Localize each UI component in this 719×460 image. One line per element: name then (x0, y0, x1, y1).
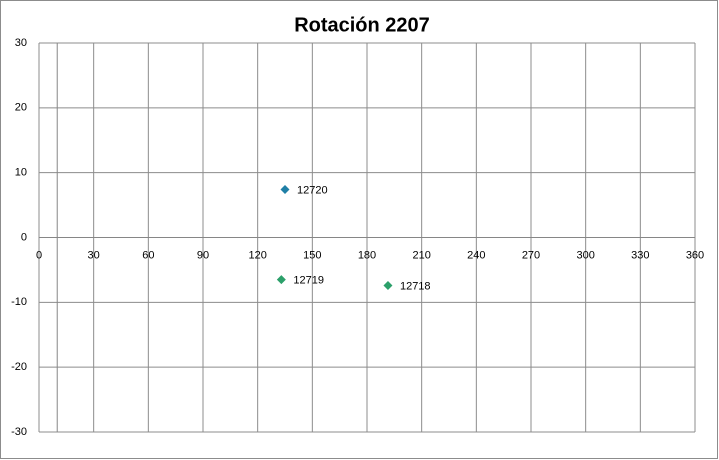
data-point (383, 280, 393, 290)
x-tick-label: 240 (467, 249, 485, 261)
x-tick-label: 180 (358, 249, 376, 261)
data-label: 12719 (293, 275, 324, 287)
y-tick-label: -10 (11, 296, 27, 308)
x-tick-label: 270 (522, 249, 540, 261)
x-tick-label: 300 (576, 249, 594, 261)
data-point (280, 185, 290, 195)
x-tick-label: 120 (248, 249, 266, 261)
chart-title: Rotación 2207 (294, 14, 430, 36)
x-tick-label: 0 (36, 249, 42, 261)
y-tick-label: 30 (15, 37, 27, 49)
x-tick-label: 60 (142, 249, 154, 261)
y-tick-label: 0 (21, 231, 27, 243)
y-tick-label: 20 (15, 102, 27, 114)
x-tick-label: 210 (412, 249, 430, 261)
x-tick-label: 150 (303, 249, 321, 261)
x-tick-label: 360 (686, 249, 704, 261)
y-tick-label: -20 (11, 361, 27, 373)
data-point (276, 275, 286, 285)
data-label: 12720 (297, 184, 328, 196)
x-tick-label: 30 (88, 249, 100, 261)
x-tick-label: 330 (631, 249, 649, 261)
data-label: 12718 (400, 280, 431, 292)
x-tick-label: 90 (197, 249, 209, 261)
y-tick-label: 10 (15, 167, 27, 179)
y-tick-label: -30 (11, 426, 27, 438)
